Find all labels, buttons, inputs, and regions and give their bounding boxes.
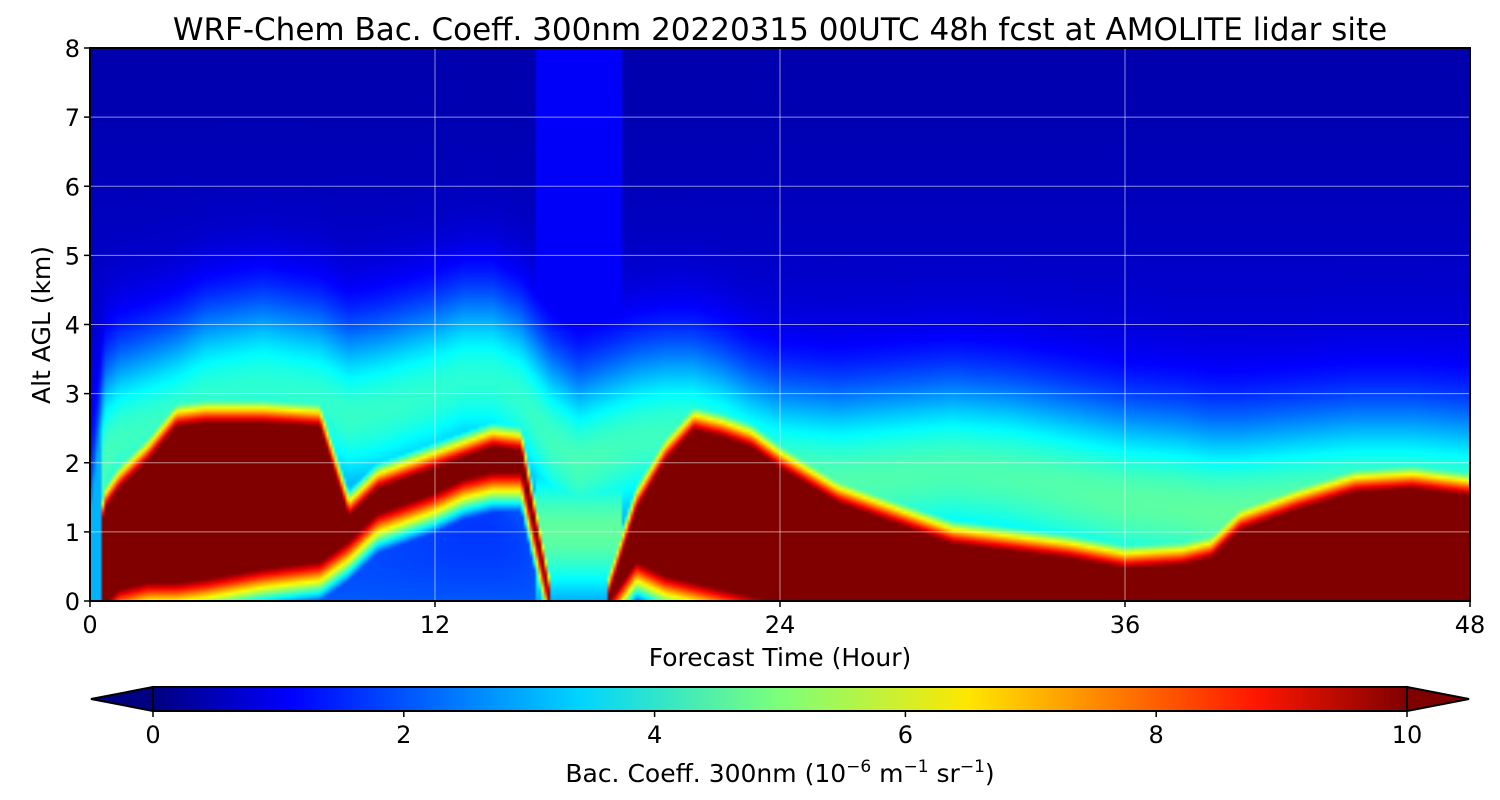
colorbar-extend-high bbox=[1406, 685, 1470, 713]
colorbar-ticks: 0 2 4 6 8 10 bbox=[145, 711, 1422, 749]
x-tick-label: 24 bbox=[765, 611, 796, 639]
colorbar-tick-label: 0 bbox=[145, 721, 160, 749]
grid-lines bbox=[90, 48, 1470, 601]
y-tick-label: 8 bbox=[65, 35, 80, 63]
x-tick-label: 48 bbox=[1455, 611, 1486, 639]
y-axis-label: Alt AGL (km) bbox=[27, 246, 56, 404]
colorbar-label: Bac. Coeff. 300nm (10−6 m−1 sr−1) bbox=[565, 757, 994, 788]
x-tick-label: 0 bbox=[82, 611, 97, 639]
y-tick-label: 3 bbox=[65, 381, 80, 409]
y-tick-label: 5 bbox=[65, 242, 80, 270]
x-tick-label: 36 bbox=[1110, 611, 1141, 639]
x-axis-ticks: 0 12 24 36 48 bbox=[82, 601, 1485, 639]
colorbar-tick-label: 8 bbox=[1149, 721, 1164, 749]
colorbar-tick-label: 6 bbox=[898, 721, 913, 749]
y-tick-label: 6 bbox=[65, 173, 80, 201]
x-axis-label: Forecast Time (Hour) bbox=[649, 643, 912, 672]
y-tick-label: 7 bbox=[65, 104, 80, 132]
y-tick-label: 4 bbox=[65, 312, 80, 340]
colorbar-tick-label: 2 bbox=[396, 721, 411, 749]
y-tick-label: 1 bbox=[65, 519, 80, 547]
x-tick-label: 12 bbox=[420, 611, 451, 639]
colorbar-gradient bbox=[152, 686, 1408, 712]
colorbar-tick-label: 10 bbox=[1392, 721, 1423, 749]
colorbar-extend-low bbox=[90, 685, 154, 713]
colorbar: 0 2 4 6 8 10 Bac. Coeff. 300nm (10−6 m−1 sr−1… bbox=[90, 685, 1470, 788]
y-tick-label: 2 bbox=[65, 450, 80, 478]
y-axis-ticks: 0 1 2 3 4 5 6 7 8 bbox=[65, 35, 90, 616]
colorbar-tick-label: 4 bbox=[647, 721, 662, 749]
chart-title: WRF-Chem Bac. Coeff. 300nm 20220315 00UT… bbox=[173, 12, 1387, 48]
y-tick-label: 0 bbox=[65, 588, 80, 616]
